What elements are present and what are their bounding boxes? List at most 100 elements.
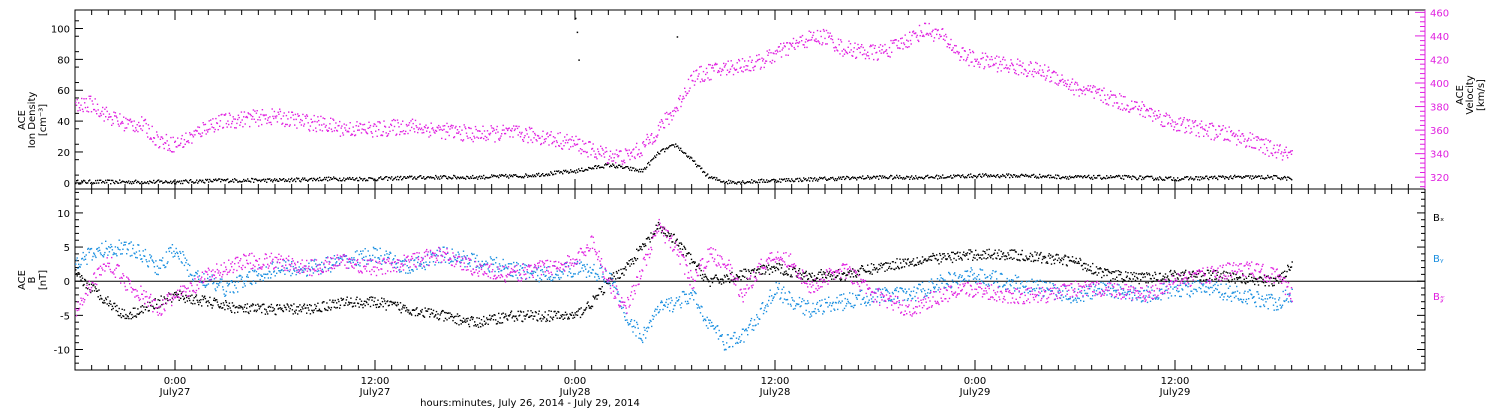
ion-density-series-point <box>986 174 988 176</box>
velocity-series-point <box>236 122 238 125</box>
velocity-series-point <box>540 142 543 145</box>
by-series-point <box>81 258 83 260</box>
velocity-series-point <box>779 50 781 52</box>
bx-series-point <box>1056 253 1058 256</box>
velocity-series-point <box>688 90 690 92</box>
ion-density-series-point <box>781 178 783 180</box>
velocity-series-point <box>374 123 376 126</box>
bx-series-point <box>898 268 900 270</box>
ion-density-series-point <box>461 177 463 179</box>
bx-series-point <box>776 263 778 265</box>
bx-series-point <box>484 323 486 325</box>
velocity-series-point <box>96 103 99 105</box>
ion-density-series-point <box>374 178 376 180</box>
velocity-series-point <box>464 126 466 128</box>
bx-series-point <box>212 304 214 307</box>
bx-series-point <box>922 261 924 263</box>
ion-density-series-point <box>131 183 133 185</box>
velocity-series-point <box>212 118 214 120</box>
bx-series-point <box>393 302 395 304</box>
velocity-series-point <box>567 139 570 141</box>
velocity-series-point <box>389 130 391 132</box>
velocity-series-point <box>1217 135 1219 137</box>
ion-density-series-point <box>1117 175 1119 178</box>
ion-density-series-point <box>172 181 174 183</box>
ion-density-series-point <box>120 182 122 184</box>
ion-density-spike <box>575 17 577 20</box>
ion-density-series-point <box>804 178 806 181</box>
velocity-series-point <box>345 129 347 131</box>
bx-series-point <box>432 312 434 315</box>
velocity-series-point <box>936 33 938 36</box>
ion-density-series-point <box>738 181 740 183</box>
velocity-series-point <box>906 39 908 41</box>
velocity-series-point <box>582 150 585 153</box>
bx-series-point <box>915 264 918 266</box>
velocity-series-point <box>946 46 948 48</box>
velocity-series-point <box>828 35 831 37</box>
ion-density-series-point <box>637 169 639 171</box>
bx-series-point <box>284 306 286 308</box>
velocity-series-point <box>341 125 343 127</box>
velocity-series-point <box>733 67 735 69</box>
velocity-series-point <box>938 37 940 40</box>
ion-density-series-point <box>1257 175 1259 178</box>
ion-density-series-point <box>885 177 887 179</box>
ion-density-series-point <box>922 177 924 179</box>
ion-density-series-point <box>1188 179 1190 181</box>
velocity-series-point <box>831 38 834 41</box>
velocity-series-point <box>1114 94 1116 96</box>
ion-density-series-point <box>1226 176 1228 179</box>
bx-series-point <box>469 319 471 321</box>
bx-series-point <box>1086 270 1088 272</box>
bx-series-point <box>1044 256 1047 259</box>
bx-series-point <box>283 304 285 307</box>
bx-series-point <box>635 259 637 262</box>
bx-series-point <box>596 298 598 300</box>
bx-series-point <box>666 235 669 237</box>
ion-density-series-point <box>411 175 413 177</box>
velocity-series-point <box>609 155 611 157</box>
velocity-series-point <box>1161 121 1163 123</box>
velocity-series-point <box>390 124 393 127</box>
bx-series-point <box>580 307 582 309</box>
bx-series-point <box>969 249 972 251</box>
velocity-series-point <box>1290 153 1293 155</box>
ion-density-series-point <box>259 179 261 181</box>
bx-series-point <box>779 264 781 266</box>
ion-density-series-point <box>1103 176 1105 179</box>
velocity-series-point <box>1185 127 1187 129</box>
velocity-series-point <box>144 119 146 121</box>
ion-density-series-point <box>1108 176 1110 179</box>
ion-density-series-point <box>1213 176 1215 178</box>
ion-density-series-point <box>1158 179 1160 181</box>
ion-density-series-point <box>1161 178 1163 181</box>
velocity-series-point <box>339 135 342 137</box>
bx-series-point <box>1014 249 1016 251</box>
bx-series-point <box>225 300 227 302</box>
velocity-series-point <box>450 125 452 128</box>
velocity-series-point <box>1006 67 1008 70</box>
ion-density-series-point <box>833 178 835 180</box>
bx-series-point <box>600 288 602 290</box>
bx-series-point <box>213 299 215 301</box>
bx-series-point <box>242 308 244 310</box>
ion-density-series-point <box>911 175 913 177</box>
bx-series-point <box>1113 271 1116 273</box>
bx-series-point <box>108 302 111 305</box>
ion-density-series-point <box>832 176 834 179</box>
ion-density-series-point <box>937 178 939 180</box>
bx-series-point <box>1027 258 1029 260</box>
bx-series-point <box>673 233 675 236</box>
ion-density-series-point <box>93 182 95 184</box>
bx-series-point <box>132 316 134 319</box>
bx-series-point <box>131 313 133 316</box>
velocity-series-point <box>882 52 885 54</box>
bx-series-point <box>340 297 342 299</box>
velocity-series-point <box>188 141 190 144</box>
velocity-series-point <box>954 52 957 54</box>
bx-series-point <box>520 311 522 313</box>
bx-series-point <box>761 265 763 267</box>
ion-density-series-point <box>603 167 605 169</box>
velocity-series-point <box>97 109 99 111</box>
